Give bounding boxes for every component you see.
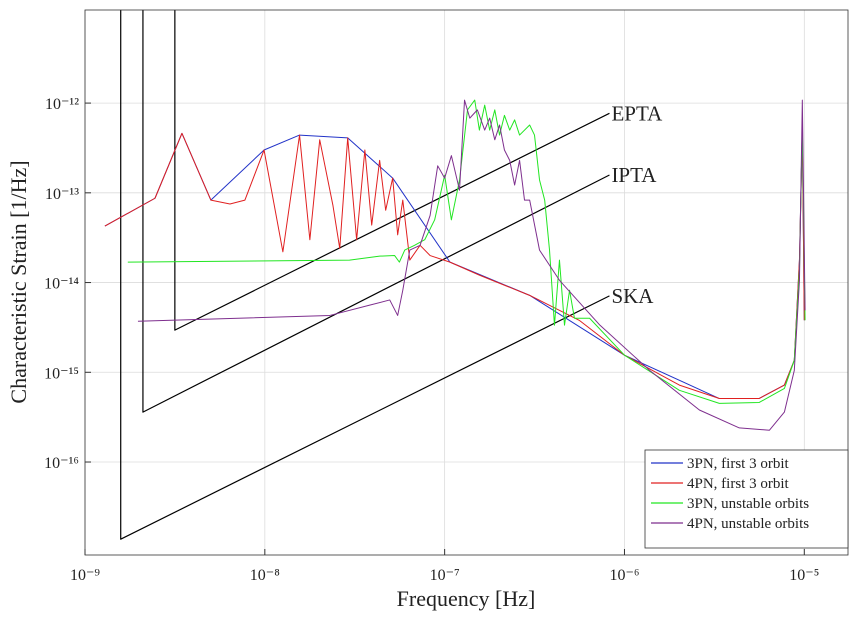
x-tick-label: 10⁻⁷ [430, 567, 460, 584]
curve-label: SKA [611, 284, 654, 308]
curves [104, 10, 806, 540]
curve-label: IPTA [611, 163, 657, 187]
x-tick-label: 10⁻⁸ [250, 567, 280, 584]
x-axis-label: Frequency [Hz] [397, 586, 536, 611]
legend-label: 4PN, first 3 orbit [687, 476, 790, 492]
legend-label: 3PN, unstable orbits [687, 496, 809, 512]
y-axis-label: Characteristic Strain [1/Hz] [6, 160, 31, 403]
grid [84, 10, 848, 555]
legend-label: 4PN, unstable orbits [687, 516, 809, 532]
sensitivity-curve [142, 10, 610, 413]
ticks: 10⁻⁹ 10⁻⁸ 10⁻⁷ 10⁻⁶ 10⁻⁵ 10⁻¹⁶ 10⁻¹⁵ 10⁻¹⁴ 10⁻¹³… [44, 96, 819, 584]
y-tick-label: 10⁻¹⁴ [44, 276, 79, 293]
data-line [137, 99, 806, 431]
x-tick-label: 10⁻⁵ [789, 567, 819, 584]
legend: 3PN, first 3 orbit 4PN, first 3 orbit 3PN,… [644, 449, 849, 549]
x-tick-label: 10⁻⁶ [609, 567, 639, 584]
curve-label: EPTA [611, 101, 663, 125]
legend-box [644, 449, 849, 549]
sensitivity-curve [120, 10, 610, 540]
y-tick-label: 10⁻¹⁵ [44, 365, 79, 382]
x-tick-label: 10⁻⁹ [70, 567, 100, 584]
y-tick-label: 10⁻¹² [45, 96, 79, 113]
data-line [127, 99, 806, 404]
y-tick-label: 10⁻¹⁶ [44, 455, 79, 472]
sensitivity-curve [174, 10, 610, 331]
data-line [104, 129, 805, 400]
legend-label: 3PN, first 3 orbit [687, 456, 790, 472]
y-tick-label: 10⁻¹³ [45, 186, 79, 203]
